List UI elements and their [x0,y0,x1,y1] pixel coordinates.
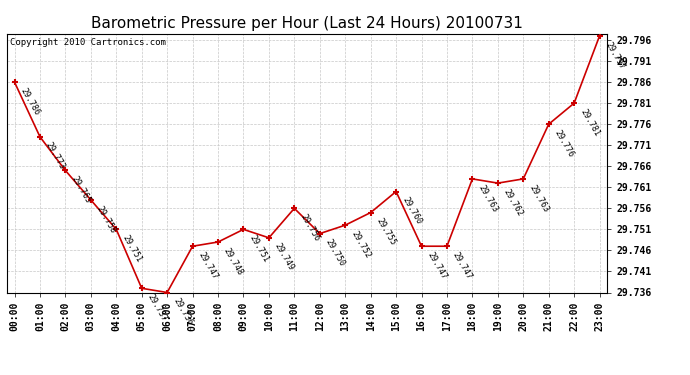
Text: 29.747: 29.747 [197,251,219,281]
Text: 29.765: 29.765 [70,175,92,205]
Text: 29.763: 29.763 [477,183,500,213]
Text: Copyright 2010 Cartronics.com: Copyright 2010 Cartronics.com [10,38,166,46]
Text: 29.781: 29.781 [578,107,601,138]
Text: 29.797: 29.797 [604,40,627,70]
Text: 29.762: 29.762 [502,187,525,218]
Title: Barometric Pressure per Hour (Last 24 Hours) 20100731: Barometric Pressure per Hour (Last 24 Ho… [91,16,523,31]
Text: 29.760: 29.760 [400,196,423,226]
Text: 29.751: 29.751 [121,234,144,264]
Text: 29.736: 29.736 [171,297,194,327]
Text: 29.749: 29.749 [273,242,296,273]
Text: 29.758: 29.758 [95,204,118,235]
Text: 29.756: 29.756 [299,213,322,243]
Text: 29.786: 29.786 [19,86,41,117]
Text: 29.773: 29.773 [44,141,67,171]
Text: 29.747: 29.747 [426,251,449,281]
Text: 29.737: 29.737 [146,292,168,323]
Text: 29.763: 29.763 [527,183,550,213]
Text: 29.747: 29.747 [451,251,474,281]
Text: 29.776: 29.776 [553,128,575,159]
Text: 29.750: 29.750 [324,238,347,268]
Text: 29.748: 29.748 [222,246,245,277]
Text: 29.751: 29.751 [248,234,270,264]
Text: 29.752: 29.752 [349,230,372,260]
Text: 29.755: 29.755 [375,217,397,247]
